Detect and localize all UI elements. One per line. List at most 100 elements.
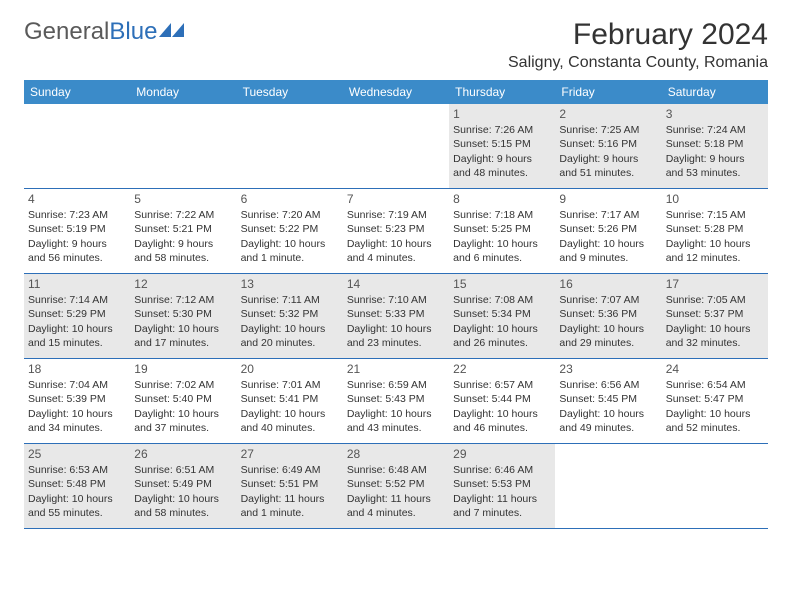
day-cell: 24Sunrise: 6:54 AMSunset: 5:47 PMDayligh… bbox=[662, 359, 768, 443]
week-row: 18Sunrise: 7:04 AMSunset: 5:39 PMDayligh… bbox=[24, 359, 768, 444]
day-daylight1: Daylight: 10 hours bbox=[453, 237, 551, 251]
day-number: 29 bbox=[453, 446, 551, 462]
day-cell: 3Sunrise: 7:24 AMSunset: 5:18 PMDaylight… bbox=[662, 104, 768, 188]
day-sunrise: Sunrise: 7:20 AM bbox=[241, 208, 339, 222]
day-sunset: Sunset: 5:49 PM bbox=[134, 477, 232, 491]
day-sunrise: Sunrise: 7:18 AM bbox=[453, 208, 551, 222]
day-cell: 11Sunrise: 7:14 AMSunset: 5:29 PMDayligh… bbox=[24, 274, 130, 358]
day-number: 24 bbox=[666, 361, 764, 377]
day-daylight2: and 7 minutes. bbox=[453, 506, 551, 520]
day-sunrise: Sunrise: 7:10 AM bbox=[347, 293, 445, 307]
day-number: 5 bbox=[134, 191, 232, 207]
day-number: 15 bbox=[453, 276, 551, 292]
day-daylight2: and 1 minute. bbox=[241, 251, 339, 265]
day-sunset: Sunset: 5:22 PM bbox=[241, 222, 339, 236]
day-daylight1: Daylight: 10 hours bbox=[347, 322, 445, 336]
day-daylight2: and 34 minutes. bbox=[28, 421, 126, 435]
day-number: 2 bbox=[559, 106, 657, 122]
day-daylight1: Daylight: 10 hours bbox=[666, 237, 764, 251]
day-sunset: Sunset: 5:33 PM bbox=[347, 307, 445, 321]
day-sunset: Sunset: 5:23 PM bbox=[347, 222, 445, 236]
month-title: February 2024 bbox=[508, 18, 768, 52]
day-daylight1: Daylight: 10 hours bbox=[241, 322, 339, 336]
day-cell: 27Sunrise: 6:49 AMSunset: 5:51 PMDayligh… bbox=[237, 444, 343, 528]
day-cell: 14Sunrise: 7:10 AMSunset: 5:33 PMDayligh… bbox=[343, 274, 449, 358]
day-sunset: Sunset: 5:25 PM bbox=[453, 222, 551, 236]
day-sunrise: Sunrise: 6:59 AM bbox=[347, 378, 445, 392]
day-daylight1: Daylight: 10 hours bbox=[134, 492, 232, 506]
day-number: 22 bbox=[453, 361, 551, 377]
day-sunset: Sunset: 5:30 PM bbox=[134, 307, 232, 321]
day-daylight2: and 29 minutes. bbox=[559, 336, 657, 350]
day-daylight1: Daylight: 9 hours bbox=[559, 152, 657, 166]
day-sunset: Sunset: 5:28 PM bbox=[666, 222, 764, 236]
day-number: 23 bbox=[559, 361, 657, 377]
day-number: 19 bbox=[134, 361, 232, 377]
day-sunset: Sunset: 5:39 PM bbox=[28, 392, 126, 406]
day-sunset: Sunset: 5:26 PM bbox=[559, 222, 657, 236]
day-cell: 7Sunrise: 7:19 AMSunset: 5:23 PMDaylight… bbox=[343, 189, 449, 273]
day-sunrise: Sunrise: 7:19 AM bbox=[347, 208, 445, 222]
day-daylight2: and 49 minutes. bbox=[559, 421, 657, 435]
week-row: 25Sunrise: 6:53 AMSunset: 5:48 PMDayligh… bbox=[24, 444, 768, 529]
day-sunset: Sunset: 5:34 PM bbox=[453, 307, 551, 321]
weekday-label: Wednesday bbox=[343, 80, 449, 104]
day-cell: 16Sunrise: 7:07 AMSunset: 5:36 PMDayligh… bbox=[555, 274, 661, 358]
day-sunset: Sunset: 5:47 PM bbox=[666, 392, 764, 406]
day-number: 20 bbox=[241, 361, 339, 377]
day-sunset: Sunset: 5:37 PM bbox=[666, 307, 764, 321]
day-cell: 2Sunrise: 7:25 AMSunset: 5:16 PMDaylight… bbox=[555, 104, 661, 188]
day-number: 10 bbox=[666, 191, 764, 207]
day-sunset: Sunset: 5:21 PM bbox=[134, 222, 232, 236]
day-daylight1: Daylight: 10 hours bbox=[666, 407, 764, 421]
day-daylight2: and 9 minutes. bbox=[559, 251, 657, 265]
day-number: 9 bbox=[559, 191, 657, 207]
day-number: 8 bbox=[453, 191, 551, 207]
day-daylight1: Daylight: 9 hours bbox=[453, 152, 551, 166]
header: GeneralBlue February 2024 Saligny, Const… bbox=[24, 18, 768, 72]
day-daylight1: Daylight: 10 hours bbox=[28, 492, 126, 506]
weeks-container: 1Sunrise: 7:26 AMSunset: 5:15 PMDaylight… bbox=[24, 104, 768, 529]
day-sunset: Sunset: 5:16 PM bbox=[559, 137, 657, 151]
day-sunset: Sunset: 5:41 PM bbox=[241, 392, 339, 406]
day-number: 21 bbox=[347, 361, 445, 377]
day-sunrise: Sunrise: 6:49 AM bbox=[241, 463, 339, 477]
day-sunrise: Sunrise: 7:12 AM bbox=[134, 293, 232, 307]
day-cell: 22Sunrise: 6:57 AMSunset: 5:44 PMDayligh… bbox=[449, 359, 555, 443]
day-sunset: Sunset: 5:44 PM bbox=[453, 392, 551, 406]
day-daylight1: Daylight: 9 hours bbox=[134, 237, 232, 251]
weekday-label: Thursday bbox=[449, 80, 555, 104]
day-sunrise: Sunrise: 7:07 AM bbox=[559, 293, 657, 307]
day-daylight2: and 40 minutes. bbox=[241, 421, 339, 435]
day-sunset: Sunset: 5:15 PM bbox=[453, 137, 551, 151]
day-cell: 1Sunrise: 7:26 AMSunset: 5:15 PMDaylight… bbox=[449, 104, 555, 188]
day-number: 3 bbox=[666, 106, 764, 122]
day-daylight1: Daylight: 11 hours bbox=[241, 492, 339, 506]
day-sunset: Sunset: 5:19 PM bbox=[28, 222, 126, 236]
day-daylight2: and 55 minutes. bbox=[28, 506, 126, 520]
day-sunrise: Sunrise: 7:14 AM bbox=[28, 293, 126, 307]
day-cell: 9Sunrise: 7:17 AMSunset: 5:26 PMDaylight… bbox=[555, 189, 661, 273]
day-cell: 19Sunrise: 7:02 AMSunset: 5:40 PMDayligh… bbox=[130, 359, 236, 443]
logo: GeneralBlue bbox=[24, 18, 185, 46]
day-daylight2: and 51 minutes. bbox=[559, 166, 657, 180]
day-daylight2: and 4 minutes. bbox=[347, 251, 445, 265]
day-sunrise: Sunrise: 7:24 AM bbox=[666, 123, 764, 137]
day-sunrise: Sunrise: 6:48 AM bbox=[347, 463, 445, 477]
day-number: 4 bbox=[28, 191, 126, 207]
day-cell bbox=[24, 104, 130, 188]
day-sunrise: Sunrise: 7:22 AM bbox=[134, 208, 232, 222]
day-daylight2: and 46 minutes. bbox=[453, 421, 551, 435]
day-daylight2: and 43 minutes. bbox=[347, 421, 445, 435]
day-daylight1: Daylight: 11 hours bbox=[347, 492, 445, 506]
day-sunset: Sunset: 5:52 PM bbox=[347, 477, 445, 491]
day-sunset: Sunset: 5:53 PM bbox=[453, 477, 551, 491]
day-sunset: Sunset: 5:36 PM bbox=[559, 307, 657, 321]
day-cell: 28Sunrise: 6:48 AMSunset: 5:52 PMDayligh… bbox=[343, 444, 449, 528]
day-number: 13 bbox=[241, 276, 339, 292]
day-daylight2: and 48 minutes. bbox=[453, 166, 551, 180]
day-cell bbox=[237, 104, 343, 188]
logo-text-blue: Blue bbox=[109, 18, 157, 46]
day-sunset: Sunset: 5:45 PM bbox=[559, 392, 657, 406]
day-daylight1: Daylight: 10 hours bbox=[453, 407, 551, 421]
